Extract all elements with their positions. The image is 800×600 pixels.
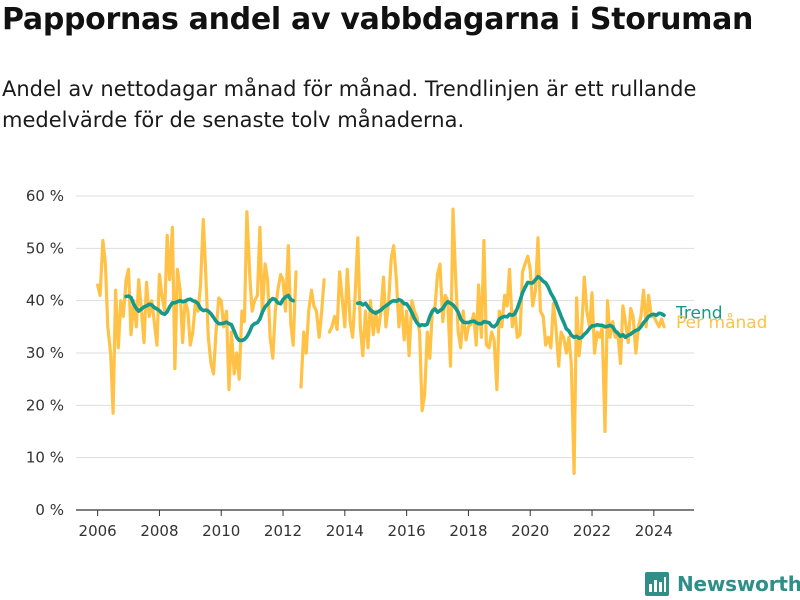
y-tick-label: 50 % bbox=[26, 239, 64, 257]
x-tick-label: 2018 bbox=[449, 522, 487, 540]
bar-chart-logo-icon bbox=[645, 572, 669, 596]
y-tick-label: 20 % bbox=[26, 396, 64, 414]
y-tick-label: 10 % bbox=[26, 449, 64, 467]
x-tick-label: 2006 bbox=[79, 522, 117, 540]
legend: Trend Per månad bbox=[675, 303, 767, 333]
x-tick-label: 2024 bbox=[635, 522, 673, 540]
x-tick-label: 2014 bbox=[326, 522, 364, 540]
legend-label-trend: Trend bbox=[675, 303, 723, 323]
x-tick-label: 2008 bbox=[140, 522, 178, 540]
series-lines bbox=[96, 207, 666, 475]
y-tick-label: 30 % bbox=[26, 344, 64, 362]
series-line-trend bbox=[124, 274, 666, 343]
x-tick-label: 2020 bbox=[511, 522, 549, 540]
x-tick-label: 2010 bbox=[202, 522, 240, 540]
chart-subtitle: Andel av nettodagar månad för månad. Tre… bbox=[2, 77, 697, 132]
series-line-per-manad bbox=[96, 207, 666, 475]
chart-title: Pappornas andel av vabbdagarna i Storuma… bbox=[2, 2, 754, 37]
x-tick-label: 2012 bbox=[264, 522, 302, 540]
y-axis-labels: 0 % 10 % 20 % 30 % 40 % 50 % 60 % bbox=[26, 187, 64, 519]
y-tick-label: 40 % bbox=[26, 292, 64, 310]
y-tick-label: 60 % bbox=[26, 187, 64, 205]
x-axis: 2006 2008 2010 2012 2014 2016 2018 2020 2022 2024 bbox=[76, 509, 694, 540]
legend-label-monthly: Per månad bbox=[676, 312, 767, 333]
x-tick-label: 2016 bbox=[388, 522, 426, 540]
brand-name: Newsworthy bbox=[677, 572, 800, 596]
brand-logo: Newsworthy bbox=[645, 568, 800, 600]
y-tick-label: 0 % bbox=[35, 501, 64, 519]
x-tick-label: 2022 bbox=[573, 522, 611, 540]
